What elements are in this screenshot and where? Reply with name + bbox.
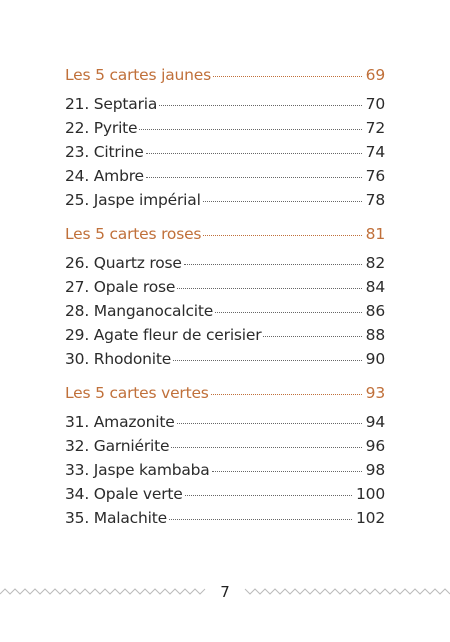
page-ref: 78 — [365, 191, 386, 209]
entry: 25. Jaspe impérial 78 — [65, 191, 385, 215]
page-ref: 69 — [365, 66, 386, 84]
page-ref: 84 — [365, 278, 386, 296]
entry: 27. Opale rose 84 — [65, 278, 385, 302]
entry: 26. Quartz rose 82 — [65, 254, 385, 278]
label: 33. Jaspe kambaba — [65, 461, 210, 479]
label: 34. Opale verte — [65, 485, 183, 503]
entry: 30. Rhodonite 90 — [65, 350, 385, 374]
page-ref: 94 — [365, 413, 386, 431]
label: Les 5 cartes vertes — [65, 384, 209, 402]
page-ref: 90 — [365, 350, 386, 368]
section-heading: Les 5 cartes jaunes 69 — [65, 66, 385, 90]
page-ref: 88 — [365, 326, 386, 344]
leader — [159, 105, 362, 106]
page-number: 7 — [220, 583, 230, 601]
leader — [203, 235, 362, 236]
page-ref: 102 — [356, 509, 385, 527]
label: 35. Malachite — [65, 509, 167, 527]
leader — [173, 360, 362, 361]
leader — [211, 471, 362, 472]
leader — [184, 495, 352, 496]
page-ref: 76 — [365, 167, 386, 185]
entry: 28. Manganocalcite 86 — [65, 302, 385, 326]
leader — [210, 394, 362, 395]
page-ref: 96 — [365, 437, 386, 455]
label: 29. Agate fleur de cerisier — [65, 326, 262, 344]
section-heading: Les 5 cartes roses 81 — [65, 225, 385, 249]
page-ref: 82 — [365, 254, 386, 272]
leader — [183, 264, 362, 265]
entry: 34. Opale verte 100 — [65, 485, 385, 509]
label: 26. Quartz rose — [65, 254, 182, 272]
leader — [145, 153, 362, 154]
page-ref: 100 — [356, 485, 385, 503]
label: 30. Rhodonite — [65, 350, 172, 368]
leader — [139, 129, 362, 130]
leader — [263, 336, 362, 337]
label: Les 5 cartes roses — [65, 225, 202, 243]
entry: 35. Malachite 102 — [65, 509, 385, 533]
section: Les 5 cartes roses 81 26. Quartz rose 82 27.… — [65, 225, 385, 374]
label: Les 5 cartes jaunes — [65, 66, 211, 84]
entry: 33. Jaspe kambaba 98 — [65, 461, 385, 485]
leader — [171, 447, 362, 448]
decoration — [0, 588, 450, 595]
section-heading: Les 5 cartes vertes 93 — [65, 384, 385, 408]
page-ref: 81 — [365, 225, 386, 243]
leader — [202, 201, 362, 202]
page-ref: 70 — [365, 95, 386, 113]
entry: 29. Agate fleur de cerisier 88 — [65, 326, 385, 350]
page-ref: 93 — [365, 384, 386, 402]
leader — [168, 519, 352, 520]
entry: 23. Citrine 74 — [65, 143, 385, 167]
label: 25. Jaspe impérial — [65, 191, 201, 209]
label: 31. Amazonite — [65, 413, 175, 431]
entry: 21. Septaria 70 — [65, 95, 385, 119]
table-of-contents: Les 5 cartes jaunes 69 21. Septaria 70 22. P… — [65, 66, 385, 543]
section: Les 5 cartes jaunes 69 21. Septaria 70 22. P… — [65, 66, 385, 215]
label: 23. Citrine — [65, 143, 144, 161]
leader — [177, 288, 362, 289]
leader — [176, 423, 362, 424]
page-ref: 86 — [365, 302, 386, 320]
entry: 31. Amazonite 94 — [65, 413, 385, 437]
label: 32. Garniérite — [65, 437, 170, 455]
leader — [212, 76, 362, 77]
entry: 22. Pyrite 72 — [65, 119, 385, 143]
entry: 24. Ambre 76 — [65, 167, 385, 191]
label: 28. Manganocalcite — [65, 302, 214, 320]
label: 21. Septaria — [65, 95, 158, 113]
page-ref: 74 — [365, 143, 386, 161]
label: 22. Pyrite — [65, 119, 138, 137]
page-ref: 72 — [365, 119, 386, 137]
leader — [215, 312, 362, 313]
leader — [145, 177, 362, 178]
section: Les 5 cartes vertes 93 31. Amazonite 94 32. … — [65, 384, 385, 533]
label: 27. Opale rose — [65, 278, 176, 296]
label: 24. Ambre — [65, 167, 144, 185]
page-ref: 98 — [365, 461, 386, 479]
entry: 32. Garniérite 96 — [65, 437, 385, 461]
